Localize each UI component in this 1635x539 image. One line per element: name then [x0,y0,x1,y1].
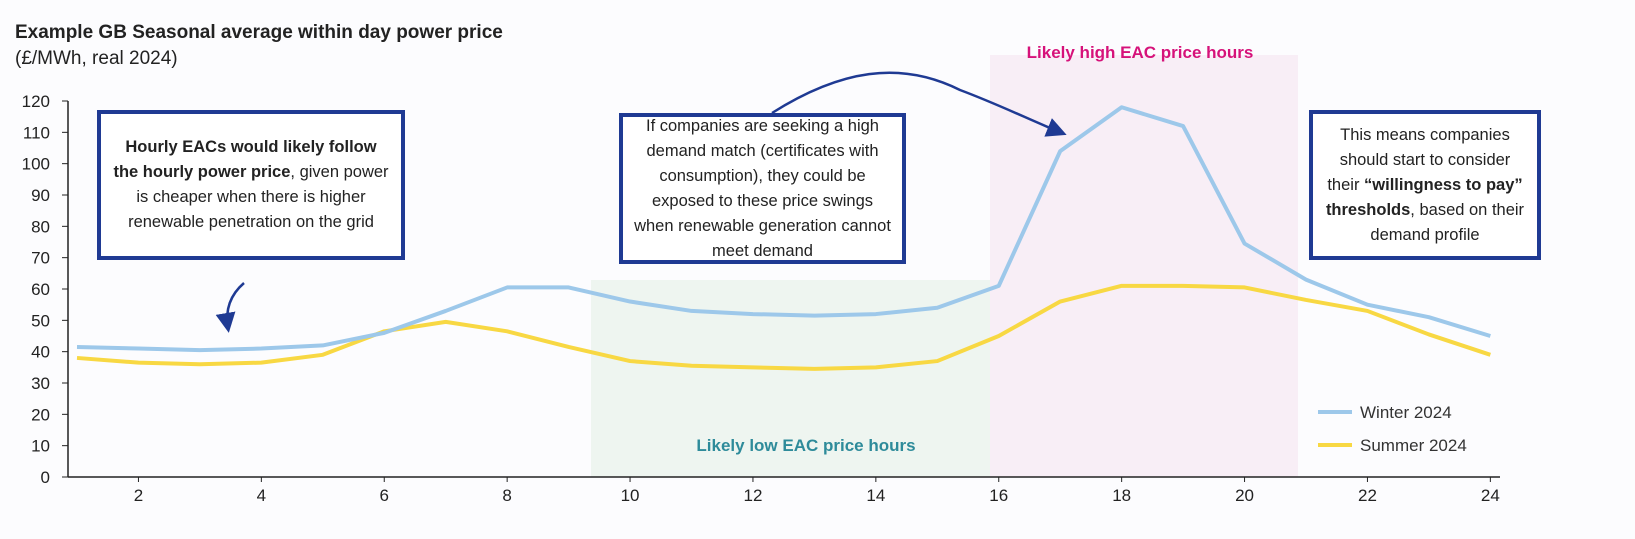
x-tick-label: 8 [502,486,511,505]
y-tick-label: 50 [31,311,50,330]
y-tick-label: 90 [31,186,50,205]
y-tick-label: 120 [22,92,50,111]
chart-subtitle: (£/MWh, real 2024) [15,48,178,69]
annotation-text: If companies are seeking a high demand m… [634,116,891,260]
curved-arrow-icon [215,282,245,333]
x-tick-label: 6 [380,486,389,505]
y-tick-label: 100 [22,155,50,174]
y-tick-label: 70 [31,249,50,268]
y-tick-label: 30 [31,374,50,393]
y-tick-label: 60 [31,280,50,299]
annotation-box-demand-match: If companies are seeking a high demand m… [619,113,906,264]
y-tick-label: 110 [23,123,50,142]
legend-label: Summer 2024 [1360,436,1467,455]
x-tick-label: 12 [743,486,762,505]
y-tick-label: 80 [31,217,50,236]
high-price-region [990,55,1298,477]
annotation-bold: Hourly EACs would likely follow the hour… [113,138,377,181]
y-tick-label: 0 [41,468,50,487]
annotation-text: , given power is cheaper when there is h… [128,163,389,231]
x-tick-label: 20 [1235,486,1254,505]
x-tick-label: 16 [989,486,1008,505]
x-tick-label: 18 [1112,486,1131,505]
y-tick-label: 40 [31,343,50,362]
x-tick-label: 4 [257,486,266,505]
annotation-box-hourly-eacs: Hourly EACs would likely follow the hour… [97,110,405,260]
annotation-box-willingness-to-pay: This means companies should start to con… [1309,110,1541,260]
x-tick-label: 22 [1358,486,1377,505]
x-tick-label: 24 [1481,486,1500,505]
annotation-text: , based on their demand profile [1370,200,1525,244]
annotation-bold: “willingness to pay” thresholds [1325,175,1523,219]
high-price-region-label: Likely high EAC price hours [1027,43,1254,62]
x-tick-label: 2 [134,486,143,505]
low-price-region [591,280,990,477]
x-tick-label: 10 [621,486,640,505]
series-line-winter-2024 [76,105,1491,353]
legend-label: Winter 2024 [1360,403,1452,422]
y-tick-label: 10 [31,437,50,456]
curved-arrow-icon [771,71,1067,137]
series-line-summer-2024 [76,283,1491,371]
x-tick-label: 14 [866,486,885,505]
y-tick-label: 20 [31,405,50,424]
annotation-text: This means companies should start to con… [1327,125,1511,194]
chart-title: Example GB Seasonal average within day p… [15,22,503,43]
low-price-region-label: Likely low EAC price hours [696,436,915,455]
